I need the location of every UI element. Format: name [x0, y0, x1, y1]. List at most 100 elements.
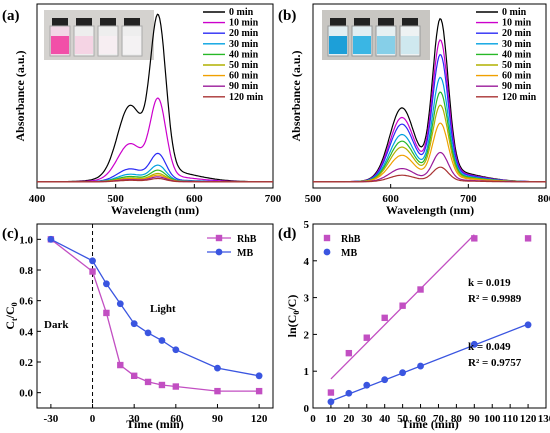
rhb-r2-annotation: R² = 0.9757 — [468, 357, 522, 369]
legend-label-a-2: 20 min — [229, 28, 259, 39]
panel-d: (d) 0 1 2 3 4 5 0 10 20 30 40 50 60 70 80 90 100 110 120 1… — [278, 219, 550, 431]
legend-label-d-MB: MB — [341, 248, 357, 259]
point-d-RhB-7 — [524, 235, 532, 242]
x-tick-label-d-10: 100 — [484, 413, 501, 425]
panel-label-c: (c) — [2, 226, 19, 242]
x-axis-label-b: Wavelength (nm) — [386, 203, 474, 217]
panel-label-d: (d) — [278, 226, 296, 242]
legend-label-b-1: 10 min — [502, 18, 532, 29]
y-tick-label-d-3: 3 — [304, 293, 310, 305]
point-d-RhB-4 — [399, 302, 406, 309]
x-tick-label-a-1: 500 — [107, 193, 124, 205]
x-axis-label-a: Wavelength (nm) — [111, 203, 199, 217]
curve-a-120-min — [37, 177, 273, 183]
point-d-MB-0 — [327, 398, 335, 406]
mb-k-annotation: k = 0.019 — [468, 277, 511, 289]
point-d-RhB-1 — [345, 349, 353, 357]
plot-frame-b — [312, 3, 547, 189]
y-tick-label-d-1: 1 — [304, 366, 310, 378]
plot-frame-d — [312, 223, 547, 409]
x-tick-label-b-3: 800 — [538, 193, 550, 205]
legend-label-b-3: 30 min — [502, 39, 532, 50]
point-c-MB-5 — [144, 329, 152, 337]
point-d-RhB-5 — [417, 286, 424, 293]
y-axis-label-d: ln(C0/C) — [285, 295, 301, 338]
legend-marker-c-RhB — [215, 234, 223, 242]
dark-annotation: Dark — [44, 319, 69, 331]
point-c-RhB-5 — [144, 378, 152, 386]
legend-label-b-6: 60 min — [502, 71, 532, 82]
legend-label-b-5: 50 min — [502, 60, 532, 71]
vials-photo-a — [44, 10, 154, 60]
x-tick-label-a-2: 600 — [186, 193, 203, 205]
point-d-MB-4 — [399, 369, 407, 377]
legend-label-a-6: 60 min — [229, 71, 259, 82]
x-tick-label-d-1: 10 — [325, 413, 337, 425]
legend-label-a-1: 10 min — [229, 18, 259, 29]
point-c-RhB-7 — [172, 383, 180, 390]
series-line-c-RhB — [50, 238, 260, 392]
y-tick-label-d-0: 0 — [304, 403, 310, 415]
panel-c: (c) 0.0 0.2 0.4 0.6 0.8 1.0 -30 0 30 60 90 120 Dar… — [2, 223, 274, 431]
point-c-RhB-6 — [158, 381, 166, 389]
x-axis-label-c: Time (min) — [126, 417, 183, 431]
y-tick-label-d-4: 4 — [304, 256, 310, 268]
x-tick-label-b-2: 700 — [460, 193, 477, 205]
panel-label-a: (a) — [2, 8, 20, 24]
y-tick-label-d-5: 5 — [304, 219, 310, 231]
x-tick-label-a-3: 700 — [265, 193, 282, 205]
y-axis-label-c: Ct/C0 — [3, 302, 19, 329]
legend-label-b-7: 90 min — [502, 81, 532, 92]
legend-label-c-MB: MB — [237, 248, 253, 259]
x-tick-label-d-8: 80 — [451, 413, 463, 425]
legend-label-a-4: 40 min — [229, 49, 259, 60]
x-tick-label-c-2: 30 — [129, 413, 141, 425]
point-c-RhB-2 — [103, 309, 110, 317]
y-axis-label-b: Absorbance (a.u.) — [289, 50, 303, 141]
x-tick-label-c-3: 60 — [170, 413, 182, 425]
x-tick-label-d-3: 30 — [361, 413, 373, 425]
legend-label-b-2: 20 min — [502, 28, 532, 39]
y-tick-label-c-5: 1.0 — [19, 234, 33, 246]
series-line-c-MB — [50, 238, 260, 377]
legend-label-d-RhB: RhB — [341, 234, 361, 245]
legend-label-b-0: 0 min — [502, 7, 527, 18]
y-tick-label-c-2: 0.4 — [19, 326, 33, 338]
point-c-MB-3 — [116, 300, 124, 308]
x-tick-label-c-0: -30 — [44, 413, 59, 425]
legend-marker-c-MB — [215, 248, 223, 256]
point-d-MB-3 — [381, 376, 389, 384]
x-tick-label-d-4: 40 — [379, 413, 391, 425]
legend-label-c-RhB: RhB — [237, 234, 257, 245]
point-d-MB-6 — [470, 340, 478, 348]
point-c-MB-4 — [130, 320, 138, 328]
y-tick-label-c-3: 0.6 — [19, 296, 33, 308]
curve-b-120-min — [313, 166, 546, 183]
x-tick-label-c-1: 0 — [90, 413, 96, 425]
point-c-RhB-3 — [117, 361, 124, 369]
legend-label-b-8: 120 min — [502, 92, 537, 103]
x-tick-label-d-7: 70 — [433, 413, 445, 425]
legend-label-a-0: 0 min — [229, 7, 254, 18]
vials-photo-b — [322, 10, 430, 60]
point-d-RhB-3 — [381, 314, 388, 322]
x-tick-label-d-5: 50 — [397, 413, 409, 425]
x-tick-label-d-11: 110 — [502, 413, 518, 425]
point-c-MB-2 — [103, 280, 110, 288]
fit-line-d-MB — [330, 323, 529, 402]
point-c-RhB-4 — [130, 372, 138, 379]
plot-frame-a — [36, 3, 274, 189]
point-c-MB-6 — [158, 337, 166, 344]
point-c-MB-0 — [47, 235, 55, 243]
x-tick-label-c-5: 120 — [251, 413, 268, 425]
point-d-MB-2 — [363, 381, 371, 389]
y-tick-label-d-2: 2 — [304, 329, 310, 341]
point-c-RhB-1 — [89, 268, 96, 275]
y-axis-label-a: Absorbance (a.u.) — [13, 50, 27, 141]
y-tick-label-c-1: 0.2 — [19, 357, 33, 369]
x-tick-label-c-4: 90 — [212, 413, 224, 425]
x-tick-label-a-0: 400 — [29, 193, 46, 205]
x-axis-label-d: Time (min) — [401, 417, 458, 431]
